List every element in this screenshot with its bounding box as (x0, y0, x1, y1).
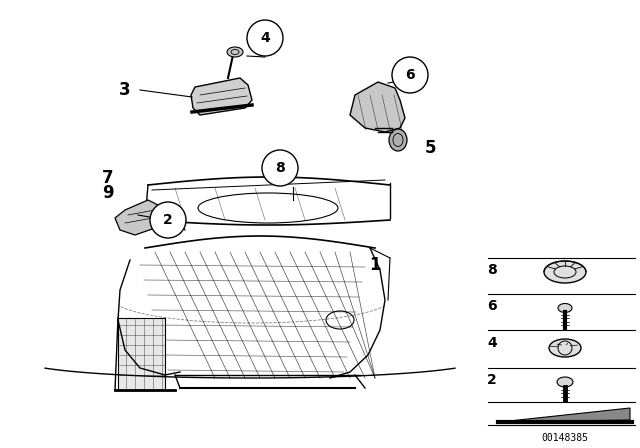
Ellipse shape (558, 303, 572, 313)
Polygon shape (115, 200, 160, 235)
Text: 6: 6 (487, 299, 497, 313)
Polygon shape (500, 408, 630, 422)
Text: 9: 9 (102, 184, 114, 202)
Text: 2: 2 (163, 213, 173, 227)
Text: 00148385: 00148385 (541, 433, 589, 443)
Text: 5: 5 (424, 139, 436, 157)
Ellipse shape (557, 377, 573, 387)
Text: 7: 7 (102, 169, 114, 187)
Polygon shape (118, 318, 165, 390)
Ellipse shape (389, 129, 407, 151)
Polygon shape (191, 78, 252, 115)
Polygon shape (350, 82, 405, 132)
Text: 4: 4 (487, 336, 497, 350)
Circle shape (392, 57, 428, 93)
Text: 4: 4 (260, 31, 270, 45)
Circle shape (247, 20, 283, 56)
Text: 8: 8 (275, 161, 285, 175)
Ellipse shape (549, 339, 581, 357)
Text: 1: 1 (369, 256, 381, 274)
Ellipse shape (227, 47, 243, 57)
Text: 2: 2 (487, 373, 497, 387)
Circle shape (150, 202, 186, 238)
Text: 6: 6 (405, 68, 415, 82)
Ellipse shape (544, 261, 586, 283)
Text: 8: 8 (487, 263, 497, 277)
Text: 3: 3 (119, 81, 131, 99)
Circle shape (262, 150, 298, 186)
